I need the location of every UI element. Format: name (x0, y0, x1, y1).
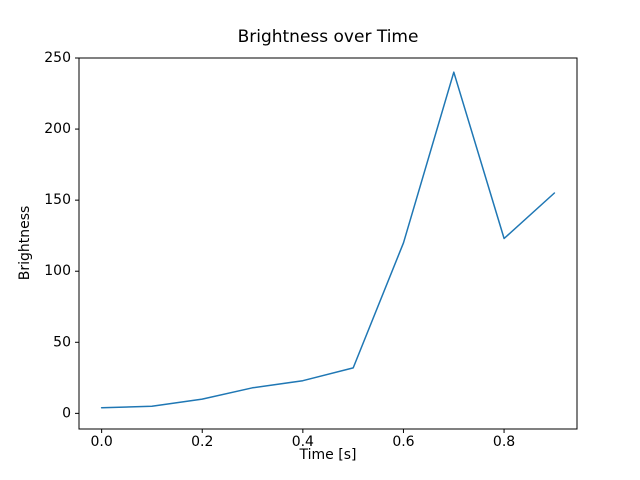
y-tick-label: 150 (44, 192, 71, 208)
y-tick-label: 100 (44, 263, 71, 279)
y-tick-label: 50 (53, 334, 71, 350)
axes-frame (78, 57, 578, 430)
chart-title: Brightness over Time (237, 27, 419, 47)
x-tick-label: 0.4 (292, 434, 314, 450)
y-tick-label: 200 (44, 121, 71, 137)
data-line-brightness (100, 71, 556, 409)
x-axis-label: Time [s] (299, 447, 357, 463)
x-tick-label: 0.0 (91, 434, 113, 450)
y-tick-label: 250 (44, 50, 71, 66)
x-tick-label: 0.8 (493, 434, 515, 450)
x-tick-label: 0.2 (191, 434, 213, 450)
x-tick-label: 0.6 (392, 434, 414, 450)
y-tick-label: 0 (62, 405, 71, 421)
y-axis-label: Brightness (17, 205, 33, 281)
